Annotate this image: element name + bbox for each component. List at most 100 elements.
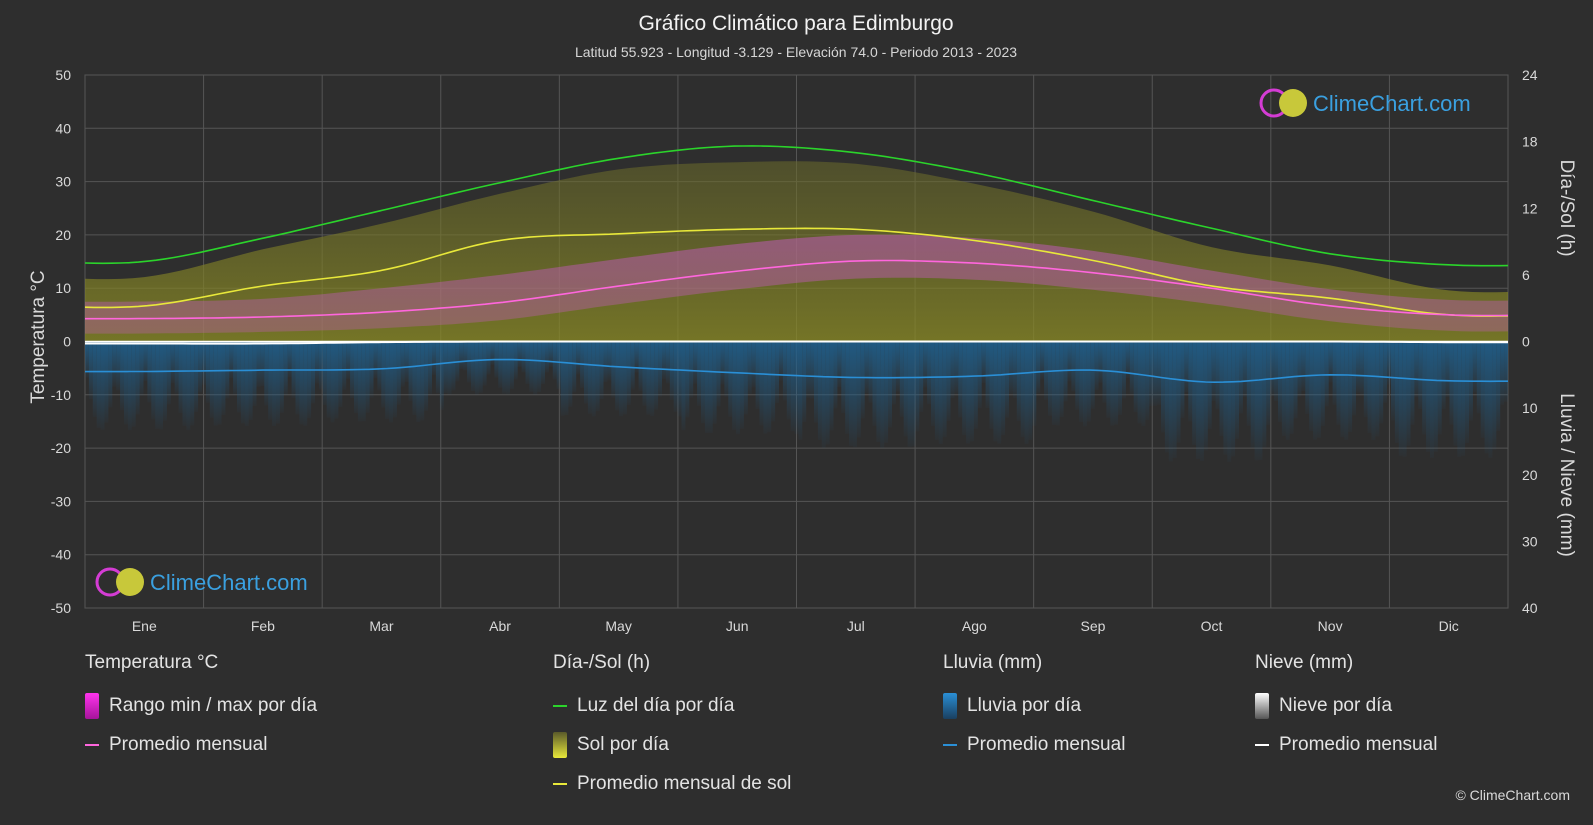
rain-bar	[1001, 341, 1006, 436]
rain-bar	[564, 341, 569, 416]
copyright: © ClimeChart.com	[1455, 787, 1570, 803]
rain-bar	[482, 341, 487, 386]
brand-name-bottom: ClimeChart.com	[150, 570, 308, 595]
rain-bar	[1016, 341, 1021, 421]
rain-bar	[334, 341, 339, 419]
rain-bar	[166, 341, 171, 405]
rain-bar	[1200, 341, 1204, 461]
rain-bar	[1445, 341, 1450, 398]
rain-bar	[174, 341, 179, 394]
rain-bar	[1472, 341, 1477, 393]
rain-bar	[131, 341, 136, 427]
rain-bar	[927, 341, 931, 405]
rain-bar	[1274, 341, 1278, 402]
legend-rain: Lluvia (mm) Lluvia por día Promedio mens…	[943, 652, 1125, 812]
temp-range-swatch	[85, 692, 99, 719]
rain-bar	[1426, 341, 1430, 452]
rain-bar	[837, 341, 842, 388]
rain-bar	[478, 341, 483, 393]
rain-bar	[1040, 341, 1045, 380]
rain-bars	[85, 341, 1508, 462]
rain-bar	[732, 341, 737, 430]
rain-bar	[907, 341, 912, 447]
rain-bar	[833, 341, 838, 409]
rain-bar	[962, 341, 967, 436]
rain-bar	[1231, 341, 1236, 457]
legend-temperature: Temperatura °C Rango min / max por día P…	[85, 652, 317, 812]
rain-bar	[1313, 341, 1317, 440]
rain-bar	[911, 341, 916, 447]
rain-bar	[393, 341, 397, 418]
y-tick-label: -50	[51, 600, 71, 616]
rain-bar	[404, 341, 409, 383]
rain-bar	[1270, 341, 1275, 397]
rain-bar	[1422, 341, 1427, 435]
rain-bar	[1250, 341, 1255, 449]
rain-bar	[377, 341, 382, 391]
rain-bar	[720, 341, 725, 385]
snow-swatch	[1255, 692, 1269, 719]
rain-bar	[104, 341, 109, 423]
sun-swatch	[553, 731, 567, 758]
rain-bar	[1207, 341, 1212, 430]
rain-bar	[938, 341, 943, 444]
rain-bar	[279, 341, 284, 413]
legend-label: Promedio mensual de sol	[577, 772, 792, 794]
rain-bar	[1125, 341, 1130, 378]
sun-avg-swatch	[553, 782, 567, 785]
rain-bar	[591, 341, 596, 417]
rain-bar	[1281, 341, 1286, 436]
x-tick-label: Oct	[1201, 618, 1223, 634]
rain-bar	[1086, 341, 1091, 422]
rain-bar	[1320, 341, 1325, 426]
rain-bar	[490, 341, 495, 365]
legend-item: Lluvia por día	[943, 686, 1125, 725]
rain-bar	[357, 341, 362, 422]
rain-bar	[229, 341, 234, 378]
rain-bar	[1094, 341, 1099, 391]
rain-bar	[1164, 341, 1169, 453]
rain-bar	[252, 341, 257, 407]
rain-bar	[966, 341, 970, 444]
rain-bar	[923, 341, 928, 388]
legend-label: Rango min / max por día	[109, 694, 318, 716]
rain-bar	[283, 341, 288, 396]
rain-bar	[1496, 341, 1501, 431]
rain-bar	[1371, 341, 1376, 440]
rain-bar	[973, 341, 978, 429]
y-tick-label: 20	[55, 227, 71, 243]
rain-bar	[876, 341, 881, 442]
rain-bar	[1488, 341, 1493, 458]
rain-bar	[915, 341, 920, 432]
rain-bar	[615, 341, 620, 411]
rain-bar	[467, 341, 471, 383]
rain-bar	[619, 341, 623, 417]
rain-bar	[1504, 341, 1508, 402]
rain-bar	[85, 341, 89, 378]
legend-item: Promedio mensual	[1255, 725, 1437, 764]
rain-bar	[513, 341, 518, 380]
brand-name-top: ClimeChart.com	[1313, 91, 1471, 116]
rain-bar	[880, 341, 885, 448]
legend-label: Nieve por día	[1279, 694, 1393, 716]
rain-bar	[139, 341, 144, 396]
rain-bar	[1102, 341, 1107, 403]
rain-bar	[708, 341, 713, 433]
rain-bar	[946, 341, 951, 421]
rain-bar	[1133, 341, 1138, 413]
rain-bar	[342, 341, 347, 390]
rain-bar	[295, 341, 300, 415]
rain-bar	[716, 341, 721, 407]
legend-label: Promedio mensual	[1279, 733, 1438, 755]
rain-bar	[642, 341, 647, 406]
y-tick-label: 0	[63, 334, 71, 350]
rain-bar	[665, 341, 670, 384]
rain-bar	[1394, 341, 1399, 443]
rain-bar	[595, 341, 600, 412]
rain-bar	[1098, 341, 1103, 383]
legend-item: Promedio mensual	[943, 725, 1125, 764]
rain-bar	[689, 341, 694, 398]
rain-bar	[1301, 341, 1306, 391]
rain-bar	[810, 341, 814, 399]
